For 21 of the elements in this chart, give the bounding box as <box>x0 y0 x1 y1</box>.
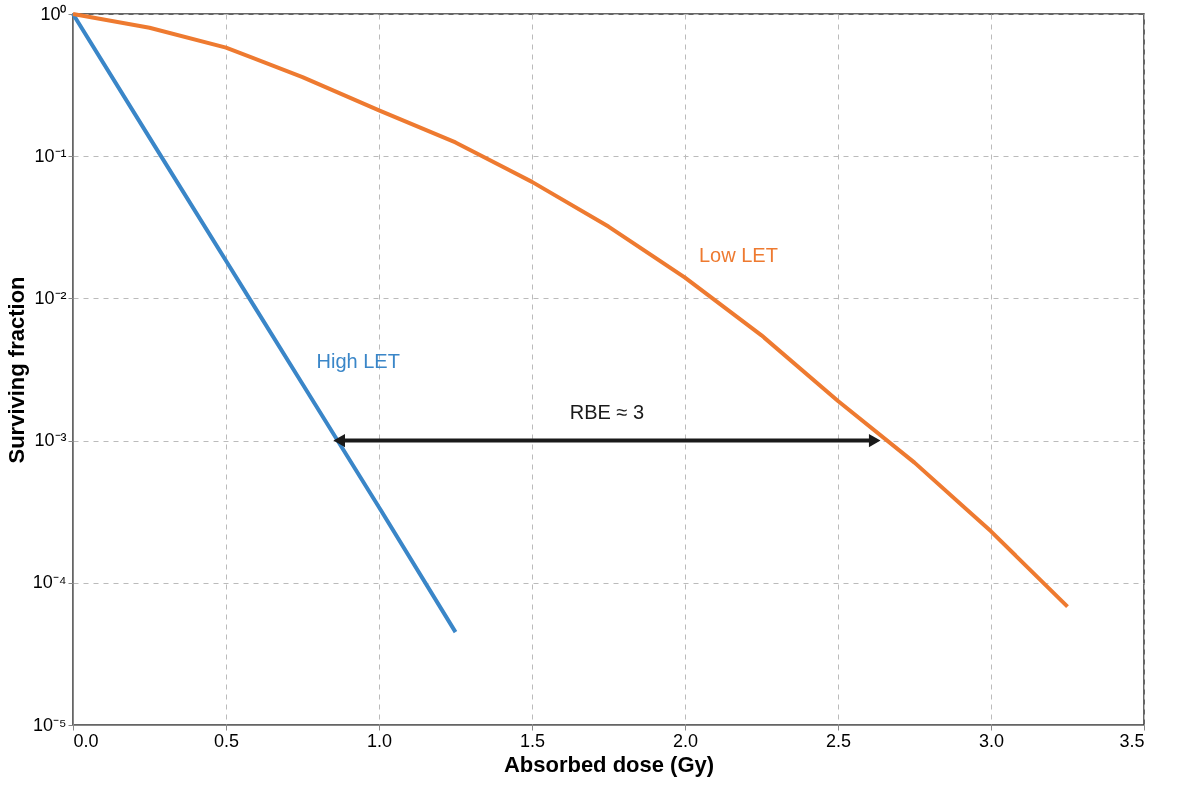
x-axis-title: Absorbed dose (Gy) <box>503 751 715 777</box>
line-series <box>71 12 1070 609</box>
x-tick-label: 2.0 <box>672 730 699 751</box>
series-label: High LET <box>316 350 400 373</box>
y-tick-label: 10⁻¹ <box>34 145 67 166</box>
y-axis-title: Surviving fraction <box>3 276 29 464</box>
x-tick-label: 2.5 <box>825 730 852 751</box>
line-series <box>71 12 458 635</box>
y-tick-label: 10⁻⁵ <box>33 714 67 735</box>
y-tick-label: 10⁻⁴ <box>32 572 67 593</box>
y-tick-label: 10⁻² <box>34 287 67 308</box>
x-tick-label: 3.0 <box>978 730 1005 751</box>
x-tick-label: 3.5 <box>1119 730 1145 751</box>
x-tick-label: 0.0 <box>73 730 99 751</box>
x-tick-label: 1.0 <box>366 730 393 751</box>
x-tick-label: 0.5 <box>213 730 240 751</box>
y-tick-label: 10⁰ <box>40 3 67 24</box>
annotation: RBE ≈ 3 <box>569 400 645 423</box>
x-tick-label: 1.5 <box>519 730 546 751</box>
y-tick-label: 10⁻³ <box>34 430 67 451</box>
series-label: Low LET <box>699 243 778 266</box>
